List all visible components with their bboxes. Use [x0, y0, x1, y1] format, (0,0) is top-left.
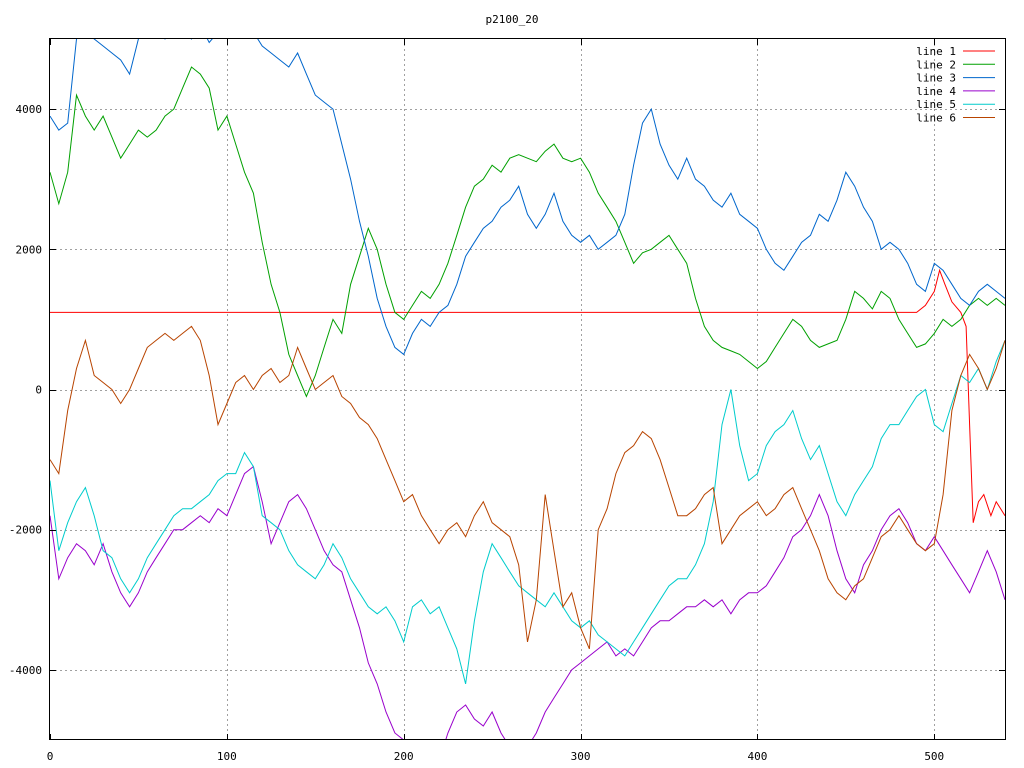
x-tick-label: 300	[571, 750, 591, 763]
series-line-4	[50, 465, 1005, 740]
plot-frame	[49, 38, 1006, 740]
series-line-6	[50, 325, 1005, 650]
legend-label: line 3	[916, 72, 956, 85]
y-tick-label: -2000	[9, 524, 42, 537]
x-tick-label: 0	[47, 750, 54, 763]
legend-label: line 5	[916, 98, 956, 111]
x-tick-label: 200	[394, 750, 414, 763]
series-group	[50, 39, 1005, 740]
series-line-3	[50, 39, 1005, 356]
x-tick-label: 400	[747, 750, 767, 763]
chart-title: p2100_20	[486, 13, 539, 26]
y-tick-label: 0	[35, 384, 42, 397]
axes: 0 100 200 300 400 500 -4000 -2000 0 2000 4000	[9, 39, 1005, 763]
series-line-1	[50, 268, 1005, 523]
legend-label: line 4	[916, 85, 956, 98]
legend-label: line 2	[916, 58, 956, 71]
y-tick-label: 2000	[16, 243, 43, 256]
series-line-5	[50, 340, 1005, 685]
x-tick-label: 100	[217, 750, 237, 763]
series-line-2	[50, 66, 1005, 398]
grid	[50, 39, 1005, 740]
x-tick-label: 500	[924, 750, 944, 763]
y-tick-label: 4000	[16, 103, 43, 116]
y-tick-label: -4000	[9, 664, 42, 677]
legend-label: line 1	[916, 45, 956, 58]
legend-label: line 6	[916, 112, 956, 125]
